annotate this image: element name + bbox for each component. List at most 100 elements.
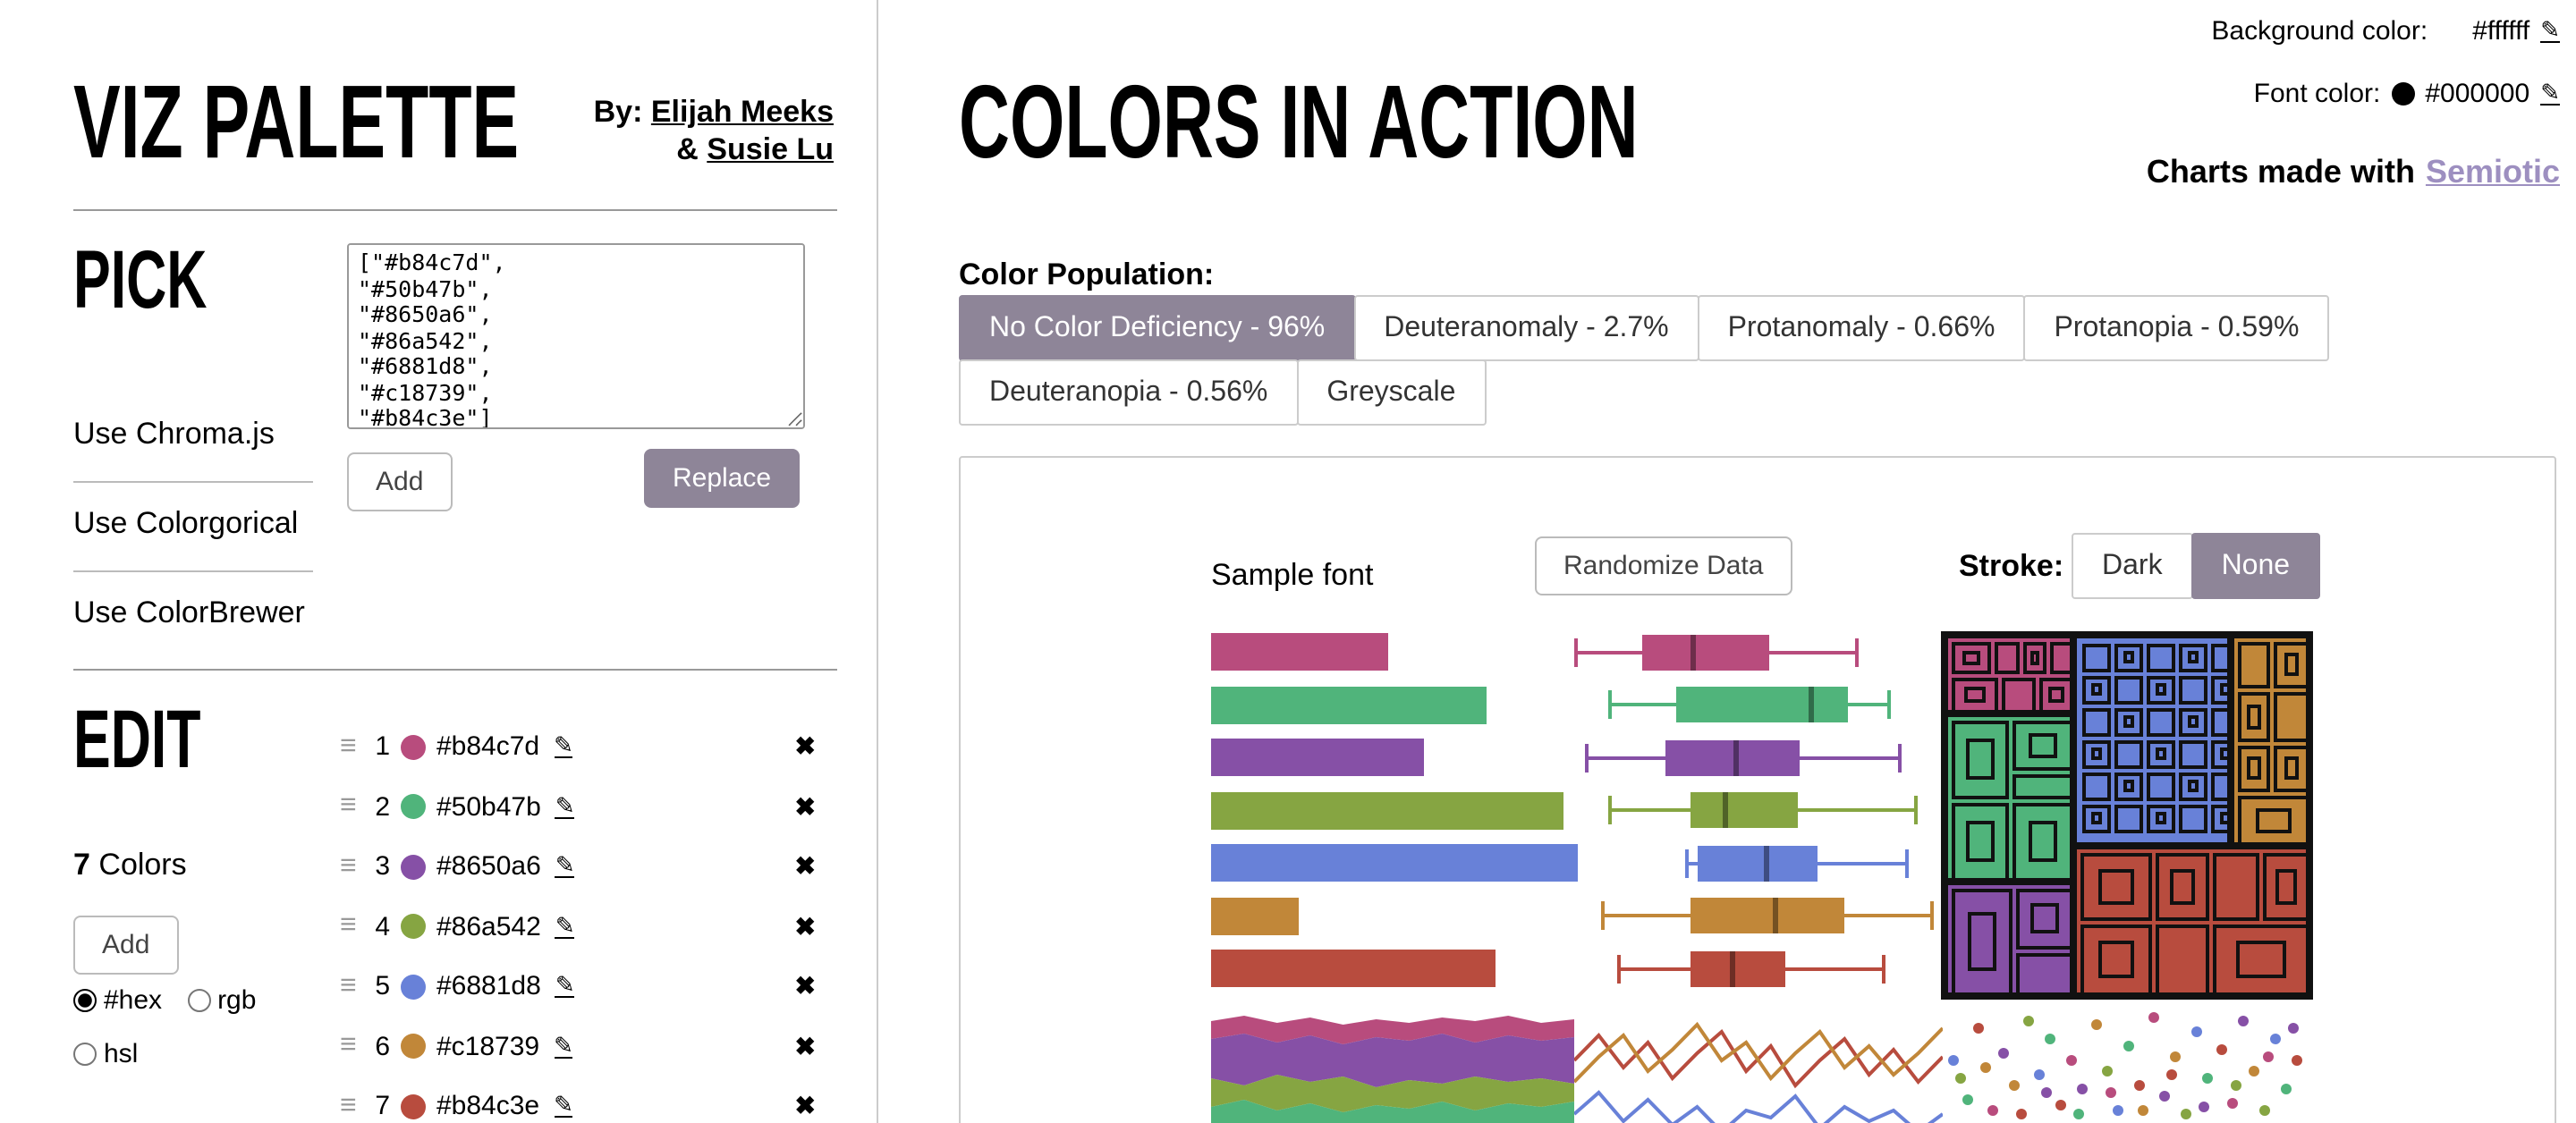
color-edit-icon[interactable]: ✎ xyxy=(555,791,575,819)
drag-handle-icon[interactable]: ≡ xyxy=(340,910,357,941)
treemap-cell xyxy=(2080,853,2152,921)
credits-row: Charts made with Semiotic xyxy=(2147,154,2560,191)
boxplot-box xyxy=(1676,687,1848,722)
treemap-cell-inner xyxy=(2123,651,2135,664)
bar-chart-bar xyxy=(1211,844,1578,882)
treemap-cell xyxy=(2238,796,2309,846)
format-radio-input-rgb[interactable] xyxy=(187,989,211,1012)
color-hex-value: #c18739 xyxy=(436,1031,540,1062)
stroke-option-dark[interactable]: Dark xyxy=(2072,533,2193,599)
color-edit-icon[interactable]: ✎ xyxy=(555,911,575,939)
format-radio-input-hex[interactable] xyxy=(73,989,97,1012)
format-radio-group: #hex rgb hsl xyxy=(73,985,324,1069)
sample-font-label: Sample font xyxy=(1211,558,1374,592)
boxplot-median-line xyxy=(1730,950,1734,986)
treemap-cell-inner xyxy=(2187,780,2199,793)
bar-chart-bar xyxy=(1211,739,1424,776)
color-edit-icon[interactable]: ✎ xyxy=(554,1031,573,1059)
format-radio-label: #hex xyxy=(104,985,163,1016)
color-hex-value: #b84c7d xyxy=(436,731,540,763)
credits-text: Charts made with xyxy=(2146,154,2415,190)
population-tab[interactable]: Deuteranopia - 0.56% xyxy=(959,359,1299,426)
color-delete-icon[interactable]: ✖ xyxy=(794,731,816,761)
palette-input[interactable]: ["#b84c7d", "#50b47b", "#8650a6", "#86a5… xyxy=(347,243,805,429)
color-edit-icon[interactable]: ✎ xyxy=(554,1091,573,1119)
drag-handle-icon[interactable]: ≡ xyxy=(340,1090,357,1121)
color-swatch xyxy=(401,1093,426,1119)
drag-handle-icon[interactable]: ≡ xyxy=(340,730,357,762)
boxplot-whisker-cap xyxy=(1855,637,1859,666)
replace-button[interactable]: Replace xyxy=(644,449,801,508)
color-index: 6 xyxy=(375,1031,390,1062)
randomize-data-button[interactable]: Randomize Data xyxy=(1535,536,1792,595)
color-delete-icon[interactable]: ✖ xyxy=(794,911,816,941)
background-color-row: Background color: #ffffff ✎ xyxy=(2211,16,2560,46)
color-index: 3 xyxy=(375,851,390,882)
bar-chart-bar xyxy=(1211,897,1299,934)
color-index: 4 xyxy=(375,911,390,942)
color-swatch xyxy=(401,914,426,940)
boxplot-whisker-cap xyxy=(1898,743,1902,772)
boxplot-whisker-cap xyxy=(1882,954,1885,983)
pick-add-button[interactable]: Add xyxy=(347,452,453,511)
color-count: 7 Colors xyxy=(73,848,187,883)
treemap-cell-inner xyxy=(2030,903,2059,934)
color-edit-icon[interactable]: ✎ xyxy=(555,971,575,999)
treemap-cell xyxy=(1995,642,2020,674)
color-delete-icon[interactable]: ✖ xyxy=(794,851,816,881)
color-index: 2 xyxy=(375,791,390,823)
bar-chart-bar xyxy=(1211,633,1388,671)
stroke-option-none[interactable]: None xyxy=(2190,533,2321,599)
font-color-edit-icon[interactable]: ✎ xyxy=(2540,79,2560,106)
charts-panel: Sample font Randomize Data Stroke: Dark N… xyxy=(959,456,2556,1123)
color-delete-icon[interactable]: ✖ xyxy=(794,791,816,821)
bar-chart-bar xyxy=(1211,686,1487,723)
treemap-cell xyxy=(2274,642,2309,688)
treemap-cell xyxy=(2147,676,2175,705)
treemap-cell xyxy=(2179,773,2207,801)
use-colorgorical-link[interactable]: Use Colorgorical xyxy=(73,483,313,572)
treemap-cell xyxy=(2080,925,2152,996)
population-tab[interactable]: No Color Deficiency - 96% xyxy=(959,295,1356,361)
population-tab[interactable]: Protanomaly - 0.66% xyxy=(1697,295,2026,361)
color-delete-icon[interactable]: ✖ xyxy=(794,1031,816,1060)
boxplot-whisker-cap xyxy=(1887,690,1891,719)
use-colorbrewer-link[interactable]: Use ColorBrewer xyxy=(73,595,305,629)
treemap-region xyxy=(1945,635,2073,713)
population-tab[interactable]: Greyscale xyxy=(1296,359,1487,426)
population-tab[interactable]: Deuteranomaly - 2.7% xyxy=(1353,295,1699,361)
color-row: ≡ 1 #b84c7d ✎ ✖ xyxy=(340,717,816,777)
background-color-edit-icon[interactable]: ✎ xyxy=(2540,16,2560,43)
color-edit-icon[interactable]: ✎ xyxy=(555,851,575,879)
edit-add-button[interactable]: Add xyxy=(73,916,179,975)
color-delete-icon[interactable]: ✖ xyxy=(794,1091,816,1120)
format-radio-input-hsl[interactable] xyxy=(73,1043,97,1066)
drag-handle-icon[interactable]: ≡ xyxy=(340,970,357,1001)
semiotic-link[interactable]: Semiotic xyxy=(2425,154,2560,190)
format-radio-hsl[interactable]: hsl xyxy=(73,1039,138,1069)
drag-handle-icon[interactable]: ≡ xyxy=(340,850,357,882)
treemap-region xyxy=(1945,882,2073,996)
boxplot-median-line xyxy=(1733,739,1738,775)
format-radio-rgb[interactable]: rgb xyxy=(187,985,256,1016)
format-radio-hex[interactable]: #hex xyxy=(73,985,162,1016)
drag-handle-icon[interactable]: ≡ xyxy=(340,1030,357,1061)
font-color-label: Font color: xyxy=(2253,79,2381,109)
treemap-cell-inner xyxy=(1966,821,1995,863)
use-chromajs-link[interactable]: Use Chroma.js xyxy=(73,393,313,483)
treemap-cell xyxy=(2114,676,2143,705)
treemap-cell-inner xyxy=(2169,868,2196,905)
author-link-susie-lu[interactable]: Susie Lu xyxy=(707,132,834,166)
treemap-cell-inner xyxy=(2123,715,2135,729)
population-tab[interactable]: Protanopia - 0.59% xyxy=(2023,295,2330,361)
drag-handle-icon[interactable]: ≡ xyxy=(340,790,357,822)
color-edit-icon[interactable]: ✎ xyxy=(554,731,573,759)
boxplot-whisker-cap xyxy=(1608,690,1612,719)
background-color-value: #ffffff xyxy=(2472,16,2530,46)
treemap-cell-inner xyxy=(2048,687,2064,704)
treemap-region xyxy=(2073,846,2309,996)
color-delete-icon[interactable]: ✖ xyxy=(794,971,816,1001)
treemap-cell xyxy=(2179,740,2207,769)
color-row: ≡ 7 #b84c3e ✎ ✖ xyxy=(340,1077,816,1123)
author-link-elijah-meeks[interactable]: Elijah Meeks xyxy=(650,95,834,129)
